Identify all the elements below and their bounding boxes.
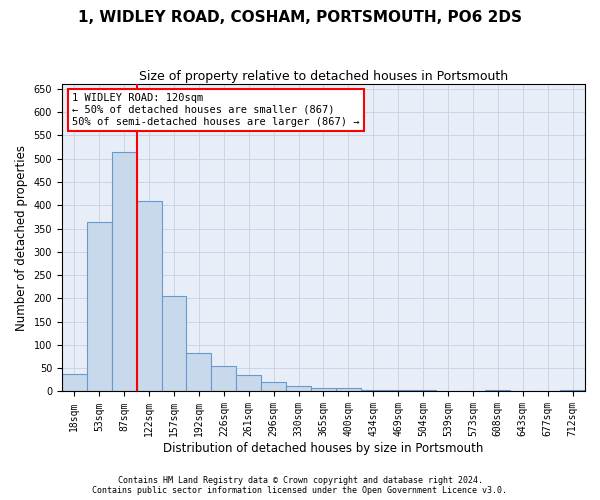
- Bar: [286, 386, 311, 392]
- Text: Contains HM Land Registry data © Crown copyright and database right 2024.
Contai: Contains HM Land Registry data © Crown c…: [92, 476, 508, 495]
- Text: 1 WIDLEY ROAD: 120sqm
← 50% of detached houses are smaller (867)
50% of semi-det: 1 WIDLEY ROAD: 120sqm ← 50% of detached …: [73, 94, 360, 126]
- Bar: [410, 390, 436, 392]
- Bar: [261, 382, 286, 392]
- Bar: [361, 390, 386, 392]
- Bar: [311, 388, 336, 392]
- Text: 1, WIDLEY ROAD, COSHAM, PORTSMOUTH, PO6 2DS: 1, WIDLEY ROAD, COSHAM, PORTSMOUTH, PO6 …: [78, 10, 522, 25]
- Bar: [112, 152, 137, 392]
- Bar: [236, 375, 261, 392]
- Bar: [560, 390, 585, 392]
- Bar: [137, 200, 161, 392]
- Bar: [211, 366, 236, 392]
- Bar: [485, 390, 510, 392]
- Bar: [161, 296, 187, 392]
- Y-axis label: Number of detached properties: Number of detached properties: [15, 145, 28, 331]
- Bar: [386, 390, 410, 392]
- Bar: [336, 388, 361, 392]
- Bar: [87, 222, 112, 392]
- Title: Size of property relative to detached houses in Portsmouth: Size of property relative to detached ho…: [139, 70, 508, 83]
- Bar: [187, 353, 211, 392]
- Bar: [62, 374, 87, 392]
- X-axis label: Distribution of detached houses by size in Portsmouth: Distribution of detached houses by size …: [163, 442, 484, 455]
